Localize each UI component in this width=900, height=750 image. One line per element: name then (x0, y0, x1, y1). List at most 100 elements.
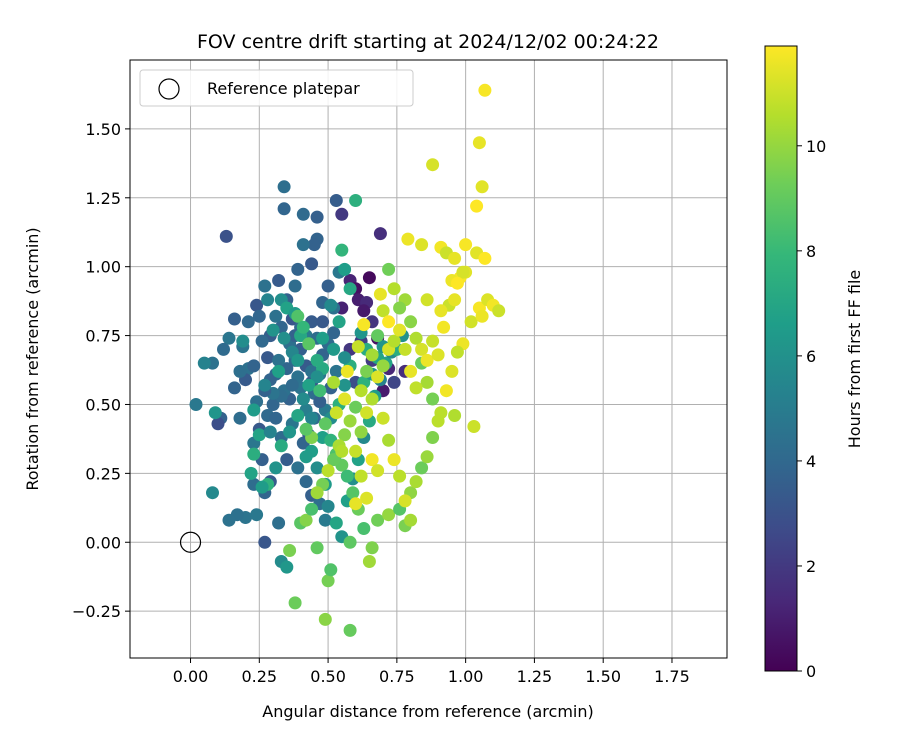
data-point (349, 444, 363, 458)
data-point (335, 243, 349, 257)
data-point (310, 461, 324, 475)
y-tick-label: 1.50 (85, 120, 121, 139)
data-point (296, 320, 310, 334)
data-point (475, 180, 489, 194)
y-tick-label: 0.25 (85, 464, 121, 483)
data-point (382, 262, 396, 276)
data-point (340, 469, 354, 483)
data-point (272, 274, 286, 287)
data-point (283, 425, 297, 439)
data-point (420, 353, 434, 367)
data-point (288, 596, 302, 610)
data-point (335, 444, 349, 458)
data-point (228, 381, 241, 395)
data-point (357, 522, 371, 535)
data-point (318, 417, 332, 431)
data-point (247, 403, 261, 417)
data-point (338, 428, 352, 442)
data-point (233, 411, 247, 425)
data-point (258, 378, 272, 392)
data-point (217, 342, 230, 356)
data-point (288, 279, 302, 293)
data-point (305, 411, 319, 425)
data-point (450, 345, 464, 359)
y-tick-label: 0.75 (85, 327, 121, 346)
colorbar-tick-label: 8 (806, 242, 816, 261)
y-axis-label: Rotation from reference (arcmin) (23, 227, 42, 490)
data-point (434, 304, 448, 318)
data-point (296, 207, 310, 221)
data-point (362, 555, 376, 568)
data-point (357, 304, 371, 318)
data-point (360, 406, 374, 420)
colorbar-label: Hours from first FF file (845, 270, 864, 449)
data-point (291, 409, 305, 422)
data-point (401, 232, 415, 246)
data-point (269, 309, 283, 323)
data-point (354, 425, 368, 439)
data-point (382, 315, 396, 329)
y-tick-label: −0.25 (72, 602, 121, 621)
data-point (420, 293, 434, 307)
data-point (236, 334, 250, 348)
data-point (404, 315, 418, 329)
data-point (437, 320, 451, 334)
data-point (340, 364, 354, 378)
y-tick-label: 1.25 (85, 189, 121, 208)
data-point (272, 364, 286, 378)
data-point (313, 384, 327, 398)
x-axis-label: Angular distance from reference (arcmin) (262, 702, 593, 721)
data-point (387, 375, 401, 389)
data-point (382, 508, 396, 522)
data-point (321, 574, 335, 588)
data-point (332, 315, 346, 329)
data-point (299, 475, 313, 489)
data-point (409, 475, 423, 489)
data-point (354, 469, 368, 483)
data-point (426, 431, 440, 444)
data-point (365, 392, 379, 406)
data-point (299, 450, 313, 464)
data-point (324, 563, 338, 577)
data-point (434, 406, 448, 420)
data-point (269, 411, 283, 425)
data-point (250, 298, 264, 312)
data-point (274, 439, 288, 453)
data-point (387, 282, 401, 296)
data-point (269, 461, 283, 475)
data-point (371, 464, 385, 478)
data-point (316, 315, 330, 329)
data-point (439, 384, 453, 398)
data-point (343, 282, 357, 296)
colorbar-tick-label: 4 (806, 452, 816, 471)
x-tick-label: 1.75 (654, 667, 690, 686)
data-point (327, 375, 341, 389)
data-point (338, 378, 352, 392)
data-point (280, 560, 294, 574)
data-point (329, 364, 343, 378)
data-point (324, 298, 338, 312)
data-point (327, 453, 341, 467)
data-point (263, 425, 277, 439)
data-point (247, 359, 261, 373)
data-point (266, 323, 280, 337)
data-point (415, 238, 429, 252)
data-point (338, 262, 352, 276)
data-point (492, 304, 506, 318)
data-point (371, 370, 385, 384)
data-point (310, 353, 324, 367)
data-point (241, 315, 255, 329)
data-point (376, 359, 390, 373)
data-point (371, 329, 385, 343)
data-point (310, 541, 324, 555)
data-point (222, 513, 236, 527)
data-point (478, 251, 492, 265)
data-point (261, 293, 275, 307)
data-point (302, 337, 316, 351)
data-point (376, 411, 390, 425)
data-point (197, 356, 211, 370)
data-point (291, 309, 305, 323)
data-point (321, 499, 335, 513)
colorbar-tick-label: 0 (806, 662, 816, 681)
data-point (409, 331, 423, 345)
